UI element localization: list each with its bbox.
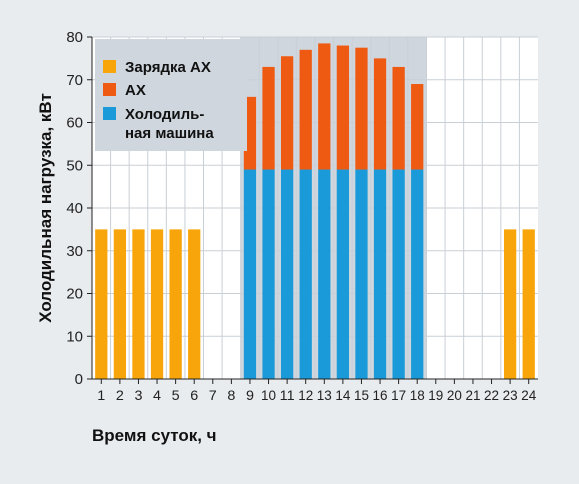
x-tick-label: 13 bbox=[317, 387, 332, 403]
bar-chiller-11 bbox=[280, 169, 294, 379]
legend-swatch-chiller bbox=[103, 107, 116, 120]
x-tick-label: 6 bbox=[190, 387, 198, 403]
x-tick-label: 20 bbox=[447, 387, 462, 403]
x-tick-label: 12 bbox=[298, 387, 313, 403]
bar-ax-16 bbox=[373, 58, 387, 170]
y-tick-label: 60 bbox=[66, 115, 83, 132]
legend-label-ax: АХ bbox=[125, 82, 146, 99]
x-tick-label: 11 bbox=[280, 387, 295, 403]
x-tick-label: 1 bbox=[97, 387, 105, 403]
x-tick-label: 14 bbox=[335, 387, 350, 403]
bar-chiller-18 bbox=[411, 169, 424, 379]
bar-charge-6 bbox=[188, 229, 201, 379]
bar-ax-12 bbox=[299, 49, 312, 170]
y-tick-label: 10 bbox=[66, 328, 83, 345]
bar-chiller-17 bbox=[392, 169, 405, 379]
y-tick-label: 20 bbox=[66, 286, 83, 303]
bar-charge-1 bbox=[95, 229, 108, 379]
bar-chiller-10 bbox=[262, 169, 275, 379]
y-tick-label: 30 bbox=[66, 243, 83, 260]
x-tick-label: 9 bbox=[246, 387, 254, 403]
x-tick-label: 4 bbox=[153, 387, 161, 403]
x-tick-label: 23 bbox=[503, 387, 518, 403]
legend-label-charge: Зарядка АХ bbox=[125, 59, 211, 76]
bar-ax-14 bbox=[336, 45, 350, 170]
bar-charge-24 bbox=[522, 229, 535, 379]
x-axis-title: Время суток, ч bbox=[92, 426, 217, 445]
x-tick-label: 18 bbox=[410, 387, 425, 403]
x-tick-label: 3 bbox=[134, 387, 142, 403]
y-tick-label: 70 bbox=[66, 72, 83, 89]
x-tick-label: 19 bbox=[428, 387, 443, 403]
bar-charge-23 bbox=[503, 229, 517, 379]
legend: Зарядка АХ АХ Холодиль-ная машина bbox=[95, 39, 247, 151]
x-tick-label: 15 bbox=[354, 387, 369, 403]
bar-ax-18 bbox=[411, 84, 424, 170]
bar-chiller-13 bbox=[318, 169, 331, 379]
y-tick-label: 50 bbox=[66, 157, 83, 174]
bar-chiller-15 bbox=[355, 169, 368, 379]
bar-chiller-12 bbox=[299, 169, 312, 379]
bar-ax-13 bbox=[318, 43, 331, 170]
x-tick-label: 21 bbox=[465, 387, 480, 403]
bar-chiller-16 bbox=[373, 169, 387, 379]
x-tick-label: 5 bbox=[172, 387, 180, 403]
x-tick-label: 24 bbox=[521, 387, 536, 403]
bar-ax-11 bbox=[280, 56, 294, 170]
legend-swatch-charge bbox=[103, 60, 116, 73]
bar-charge-5 bbox=[169, 229, 182, 379]
bar-chiller-14 bbox=[336, 169, 350, 379]
bar-charge-2 bbox=[113, 229, 127, 379]
x-tick-label: 7 bbox=[209, 387, 217, 403]
y-tick-label: 0 bbox=[75, 371, 83, 388]
y-axis-title: Холодильная нагрузка, кВт bbox=[36, 93, 55, 323]
legend-label-chiller: ная машина bbox=[125, 125, 214, 142]
x-tick-label: 22 bbox=[484, 387, 499, 403]
legend-box bbox=[95, 39, 247, 151]
x-tick-label: 8 bbox=[227, 387, 235, 403]
bar-ax-10 bbox=[262, 66, 275, 170]
bar-ax-15 bbox=[355, 47, 368, 170]
legend-swatch-ax bbox=[103, 83, 116, 96]
y-tick-label: 80 bbox=[66, 29, 83, 46]
x-tick-label: 17 bbox=[391, 387, 406, 403]
bar-ax-17 bbox=[392, 66, 405, 170]
x-tick-label: 2 bbox=[116, 387, 124, 403]
legend-label-chiller: Холодиль- bbox=[125, 106, 204, 123]
y-tick-label: 40 bbox=[66, 200, 83, 217]
bar-charge-3 bbox=[132, 229, 145, 379]
x-tick-label: 16 bbox=[373, 387, 388, 403]
bar-charge-4 bbox=[150, 229, 164, 379]
bar-chiller-9 bbox=[243, 169, 257, 379]
x-tick-label: 10 bbox=[261, 387, 276, 403]
